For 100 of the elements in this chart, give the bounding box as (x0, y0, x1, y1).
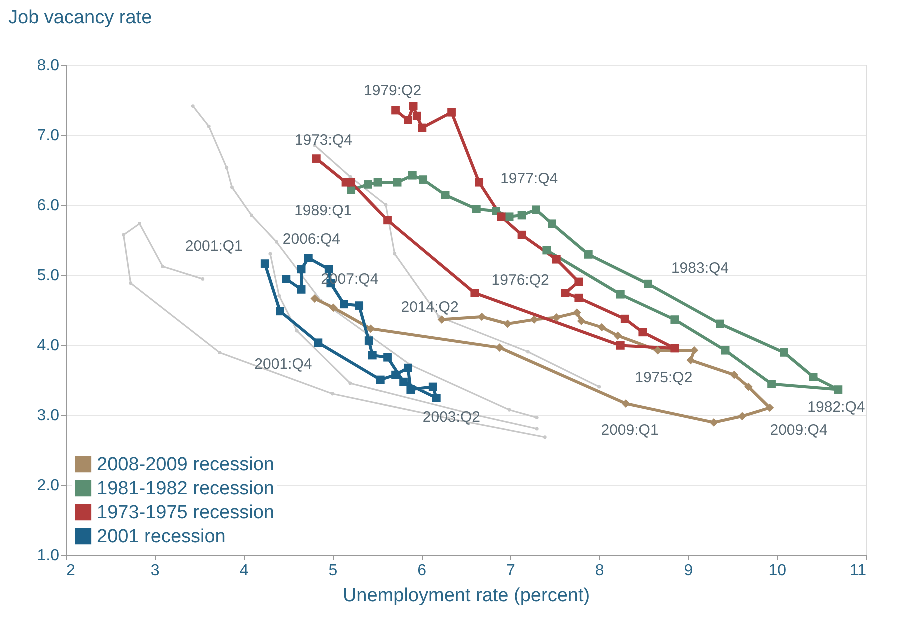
point (392, 370, 400, 380)
point (161, 264, 165, 268)
y-tick-label: 5.0 (37, 268, 60, 284)
point (409, 102, 418, 110)
point (218, 350, 222, 354)
x-tick-label: 4 (240, 562, 249, 580)
point (620, 314, 630, 324)
point (355, 302, 364, 310)
point (574, 278, 584, 286)
point (347, 186, 356, 194)
y-tick-label: 8.0 (37, 58, 60, 74)
point (340, 300, 348, 309)
y-tick-label: 7.0 (37, 128, 60, 144)
point (364, 336, 374, 345)
point (268, 252, 272, 256)
point (348, 175, 352, 179)
point (376, 376, 385, 384)
point (670, 316, 680, 324)
y-tick-label: 4.0 (37, 338, 60, 354)
point (348, 382, 352, 386)
point (526, 350, 530, 354)
annotation: 2006:Q4 (282, 231, 340, 248)
x-tick-label: 11 (850, 562, 867, 580)
legend-label: 2008-2009 recession (97, 454, 274, 476)
point (138, 222, 142, 226)
point (535, 427, 539, 431)
point (532, 206, 540, 214)
point (518, 211, 526, 220)
point (364, 180, 372, 189)
y-tick-label: 2.0 (37, 478, 60, 494)
annotation: 2009:Q1 (601, 422, 659, 439)
point (710, 418, 718, 427)
point (780, 348, 788, 357)
point (834, 386, 843, 394)
annotation: 2003:Q2 (422, 409, 480, 426)
point (809, 373, 818, 382)
x-tick-label: 2 (66, 562, 76, 580)
point (574, 294, 584, 302)
point (518, 230, 526, 240)
annotation: 1989:Q1 (294, 202, 352, 220)
point (577, 317, 586, 326)
point (207, 124, 211, 128)
point (504, 320, 512, 328)
x-tick-label: 3 (150, 562, 160, 580)
annotation: 1979:Q2 (364, 82, 422, 100)
point (392, 106, 400, 115)
annotation: 2009:Q4 (770, 422, 828, 439)
point (598, 385, 602, 389)
point (730, 370, 739, 380)
annotation: 2001:Q1 (185, 238, 243, 255)
x-tick-label: 7 (506, 562, 516, 580)
point (312, 154, 321, 163)
point (278, 294, 282, 298)
point (384, 353, 392, 362)
point (274, 240, 278, 244)
point (470, 289, 480, 298)
point (496, 344, 504, 352)
point (552, 255, 561, 264)
point (508, 408, 512, 412)
point (738, 412, 747, 421)
point (622, 400, 630, 408)
point (404, 364, 412, 372)
annotation: 1982:Q4 (808, 398, 866, 416)
point (448, 108, 456, 117)
x-tick-label: 9 (684, 562, 694, 580)
x-tick-label: 8 (595, 562, 604, 580)
point (276, 307, 284, 316)
point (432, 394, 441, 402)
point (505, 212, 514, 222)
y-tick-label: 3.0 (37, 408, 60, 424)
point (475, 178, 484, 187)
point (404, 116, 412, 124)
point (122, 233, 126, 237)
point (744, 382, 753, 392)
point (716, 320, 724, 328)
y-tick-label: 6.0 (37, 198, 60, 214)
annotation: 1976:Q2 (492, 272, 550, 290)
x-tick-label: 6 (418, 562, 427, 580)
point (428, 382, 438, 392)
point (686, 356, 696, 365)
point (129, 282, 133, 286)
annotation: 1975:Q2 (635, 370, 693, 386)
x-tick-label: 5 (328, 562, 338, 580)
point (230, 186, 234, 190)
point (297, 286, 306, 294)
point (721, 346, 730, 355)
point (638, 328, 648, 337)
point (329, 304, 338, 312)
point (542, 246, 552, 255)
point (412, 112, 422, 120)
point (314, 338, 323, 348)
x-tick-label: 10 (768, 562, 787, 580)
point (400, 378, 408, 386)
point (768, 380, 776, 388)
y-axis-title: Job vacancy rate (8, 8, 152, 28)
point (384, 216, 392, 225)
point (535, 416, 539, 420)
point (561, 289, 570, 298)
point (419, 176, 428, 184)
point (368, 351, 377, 360)
